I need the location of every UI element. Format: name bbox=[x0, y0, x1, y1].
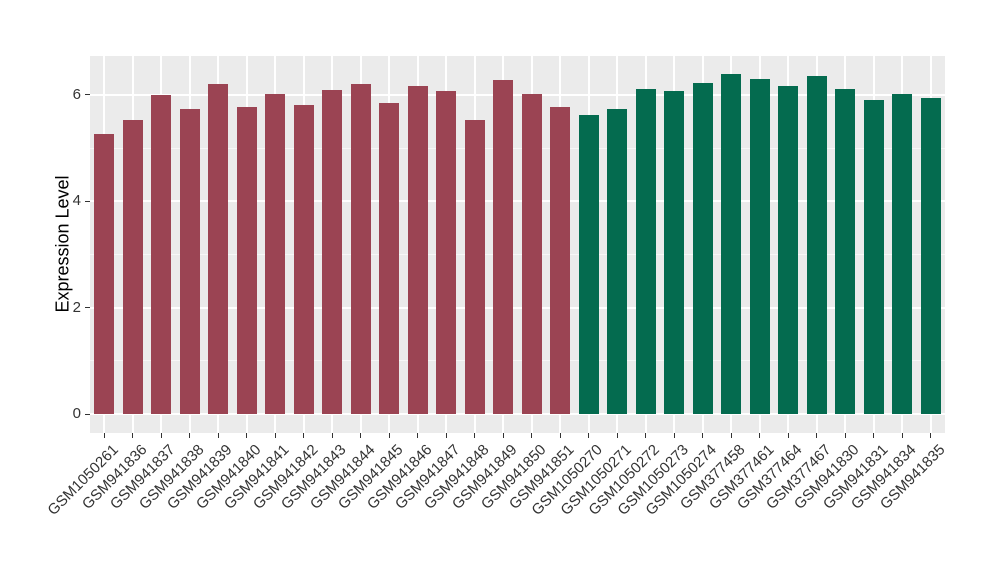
x-tick-mark bbox=[331, 433, 333, 438]
bar bbox=[407, 85, 428, 414]
x-tick-mark bbox=[246, 433, 248, 438]
x-tick-mark bbox=[502, 433, 504, 438]
x-tick-mark bbox=[274, 433, 276, 438]
bar bbox=[379, 102, 400, 414]
h-gridline-major bbox=[90, 306, 945, 309]
h-gridline-major bbox=[90, 413, 945, 415]
h-gridline-minor bbox=[90, 360, 945, 362]
x-tick-mark bbox=[531, 433, 533, 438]
y-tick-mark bbox=[85, 413, 90, 415]
h-gridline-minor bbox=[90, 147, 945, 149]
x-tick-mark bbox=[616, 433, 618, 438]
x-tick-mark bbox=[474, 433, 476, 438]
bar bbox=[892, 93, 913, 414]
bar bbox=[721, 73, 742, 414]
h-gridline-major bbox=[90, 200, 945, 203]
bar bbox=[350, 83, 371, 414]
bar bbox=[835, 89, 856, 414]
bar bbox=[578, 115, 599, 414]
x-tick-mark bbox=[787, 433, 789, 438]
bar bbox=[635, 88, 656, 414]
y-axis-title: Expression Level bbox=[52, 175, 73, 313]
bar bbox=[236, 107, 257, 414]
bar bbox=[322, 89, 343, 414]
h-gridline-major bbox=[90, 93, 945, 96]
bar bbox=[607, 108, 628, 414]
bar bbox=[550, 107, 571, 414]
x-tick-mark bbox=[360, 433, 362, 438]
x-tick-mark bbox=[930, 433, 932, 438]
x-tick-mark bbox=[160, 433, 162, 438]
x-tick-mark bbox=[873, 433, 875, 438]
bar bbox=[749, 79, 770, 414]
x-tick-mark bbox=[730, 433, 732, 438]
x-tick-mark bbox=[816, 433, 818, 438]
bar bbox=[863, 99, 884, 414]
x-tick-mark bbox=[559, 433, 561, 438]
y-tick-mark bbox=[85, 94, 90, 96]
y-axis-tick-label: 4 bbox=[72, 192, 81, 210]
x-tick-mark bbox=[103, 433, 105, 438]
bar bbox=[179, 108, 200, 414]
x-tick-mark bbox=[702, 433, 704, 438]
bar bbox=[151, 94, 172, 414]
x-tick-mark bbox=[217, 433, 219, 438]
x-tick-mark bbox=[759, 433, 761, 438]
plot-panel bbox=[90, 56, 945, 433]
x-tick-mark bbox=[588, 433, 590, 438]
bar bbox=[521, 94, 542, 414]
bar bbox=[265, 93, 286, 414]
y-axis-tick-label: 2 bbox=[72, 298, 81, 316]
bar bbox=[806, 75, 827, 414]
x-tick-mark bbox=[388, 433, 390, 438]
bar bbox=[436, 90, 457, 414]
bar bbox=[94, 133, 115, 414]
x-tick-mark bbox=[132, 433, 134, 438]
x-tick-mark bbox=[901, 433, 903, 438]
y-tick-mark bbox=[85, 200, 90, 202]
bar bbox=[493, 79, 514, 414]
bar bbox=[293, 104, 314, 414]
y-axis-tick-label: 0 bbox=[72, 405, 81, 422]
x-tick-mark bbox=[445, 433, 447, 438]
y-axis-tick-label: 6 bbox=[72, 85, 81, 103]
bar bbox=[692, 82, 713, 414]
y-tick-mark bbox=[85, 307, 90, 309]
x-tick-mark bbox=[844, 433, 846, 438]
bar bbox=[664, 90, 685, 414]
bar bbox=[464, 119, 485, 414]
bar bbox=[122, 119, 143, 414]
x-tick-mark bbox=[673, 433, 675, 438]
x-tick-mark bbox=[303, 433, 305, 438]
bar bbox=[208, 83, 229, 414]
bar bbox=[778, 85, 799, 414]
h-gridline-minor bbox=[90, 253, 945, 255]
x-tick-mark bbox=[417, 433, 419, 438]
x-tick-mark bbox=[645, 433, 647, 438]
bar bbox=[920, 98, 941, 414]
x-tick-mark bbox=[189, 433, 191, 438]
